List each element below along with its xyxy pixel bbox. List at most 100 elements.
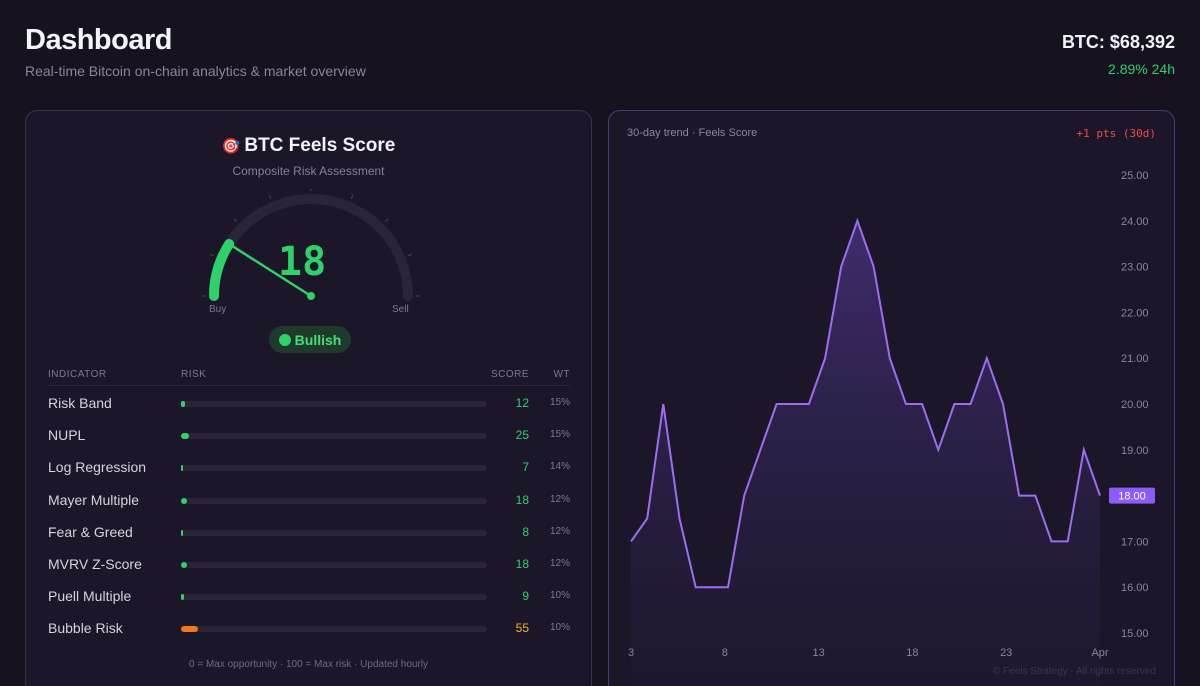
indicator-score: 8 <box>522 524 529 539</box>
target-icon: 🎯 <box>221 138 241 155</box>
risk-bar-fill <box>181 497 187 504</box>
btc-price-box: BTC: $68,392 2.89% 24h <box>1062 32 1175 77</box>
gauge-tick <box>268 195 272 200</box>
indicator-weight: 15% <box>549 397 570 408</box>
indicator-weight: 12% <box>549 493 570 505</box>
y-tick-label: 20.00 <box>1121 399 1149 411</box>
indicator-score: 7 <box>522 460 529 475</box>
feels-score-subtitle: Composite Risk Assessment <box>232 164 385 178</box>
gauge-needle <box>230 244 312 298</box>
indicator-name: MVRV Z-Score <box>48 555 142 572</box>
x-tick-label: 13 <box>812 647 824 659</box>
indicator-weight: 12% <box>549 525 570 537</box>
risk-bar-track <box>181 594 487 601</box>
y-tick-label: 24.00 <box>1121 216 1149 228</box>
y-tick-label: 15.00 <box>1121 628 1149 640</box>
page-subtitle: Real-time Bitcoin on-chain analytics & m… <box>25 63 366 79</box>
indicator-weight: 14% <box>549 461 570 473</box>
gauge-tick <box>384 218 389 223</box>
indicator-name: Risk Band <box>48 395 112 411</box>
indicator-name: Puell Multiple <box>48 588 132 605</box>
y-tick-label: 22.00 <box>1121 307 1149 319</box>
indicator-row: Log Regression 7 14% <box>48 450 570 482</box>
gauge-ticks <box>202 189 420 297</box>
indicator-row: Bubble Risk 55 10% <box>48 611 570 643</box>
gauge-buy-label: Buy <box>209 304 227 315</box>
indicator-score: 18 <box>515 556 529 571</box>
trend-line <box>630 217 1101 589</box>
current-value-badge <box>1109 487 1155 504</box>
feels-score-title-text: BTC Feels Score <box>244 135 396 156</box>
x-tick-label: 23 <box>1000 647 1012 659</box>
y-tick-label: 25.00 <box>1121 170 1149 182</box>
indicator-name: NUPL <box>48 427 86 444</box>
indicator-table-header: INDICATOR RISK SCORE WT <box>48 369 570 386</box>
feels-score-value: 18 <box>278 239 327 285</box>
trend-area <box>631 220 1100 686</box>
gauge-fill <box>209 239 235 301</box>
risk-bar-track <box>181 497 487 504</box>
risk-bar-track <box>181 401 487 407</box>
trend-chart: 25.00 24.00 23.00 22.00 21.00 20.00 19.00 18.00… <box>628 170 1155 686</box>
btc-price: BTC: $68,392 <box>1061 32 1175 52</box>
column-score: SCORE <box>490 369 529 380</box>
indicator-row: MVRV Z-Score 18 12% <box>48 547 570 579</box>
risk-bar-track <box>181 561 487 568</box>
risk-bar-fill <box>181 561 187 568</box>
indicator-score: 25 <box>515 428 529 443</box>
column-risk: RISK <box>181 369 207 380</box>
feels-score-title: 🎯 BTC Feels Score <box>26 135 591 157</box>
risk-bar-fill <box>181 433 189 440</box>
risk-bar-fill <box>181 465 184 472</box>
risk-bar-track <box>181 626 487 633</box>
indicator-table: INDICATOR RISK SCORE WT Risk Band 12 15% NU… <box>48 369 570 644</box>
gauge-tick <box>350 195 354 200</box>
x-tick-label: 3 <box>628 647 634 659</box>
indicator-weight: 10% <box>549 622 570 634</box>
y-tick-label: 16.00 <box>1121 582 1149 594</box>
indicator-weight: 12% <box>549 557 570 569</box>
indicator-row: Puell Multiple 9 10% <box>48 579 570 611</box>
page-header: Dashboard Real-time Bitcoin on-chain ana… <box>25 24 1175 84</box>
column-weight: WT <box>553 369 570 380</box>
gauge-sell-label: Sell <box>392 304 409 315</box>
feels-score-panel: 🎯 BTC Feels Score Composite Risk Assessme… <box>25 110 592 686</box>
y-tick-label: 23.00 <box>1121 262 1149 274</box>
indicator-name: Bubble Risk <box>48 620 123 637</box>
chart-change-badge: +1 pts (30d) <box>1076 127 1156 140</box>
status-badge-label: Bullish <box>294 331 342 348</box>
risk-bar-fill <box>181 594 184 601</box>
indicator-score: 12 <box>515 396 529 410</box>
copyright-watermark: © Feels Strategy · All rights reserved <box>993 666 1156 677</box>
status-dot-icon <box>278 333 291 346</box>
indicator-weight: 10% <box>549 590 570 602</box>
indicator-score: 55 <box>515 621 529 636</box>
x-tick-label: 18 <box>906 647 918 659</box>
risk-bar-track <box>181 465 487 472</box>
risk-bar-fill <box>181 529 184 536</box>
btc-price-change: 2.89% 24h <box>1108 61 1175 77</box>
status-badge: Bullish <box>269 326 351 353</box>
x-tick-label: 8 <box>722 647 728 659</box>
chart-title: 30-day trend · Feels Score <box>627 127 758 139</box>
x-tick-label: Apr <box>1091 647 1108 659</box>
indicator-name: Mayer Multiple <box>48 491 140 508</box>
indicator-score: 18 <box>515 492 529 507</box>
risk-gauge <box>202 189 420 301</box>
indicator-rows: Risk Band 12 15% NUPL 25 15% Log Regression 7 14… <box>48 386 570 644</box>
trend-chart-panel: 25.00 24.00 23.00 22.00 21.00 20.00 19.00 18.00… <box>608 110 1175 686</box>
indicator-row: Fear & Greed 8 12% <box>48 515 570 547</box>
risk-bar-fill <box>181 401 185 407</box>
gauge-tick <box>210 253 215 257</box>
indicator-weight: 15% <box>549 429 570 441</box>
indicator-row: NUPL 25 15% <box>48 418 570 450</box>
y-tick-label: 21.00 <box>1121 353 1149 365</box>
indicator-row: Risk Band 12 15% <box>48 386 570 418</box>
risk-bar-fill <box>181 626 198 633</box>
current-value-label: 18.00 <box>1118 491 1146 503</box>
page-title: Dashboard <box>25 24 172 56</box>
risk-bar-track <box>181 433 487 440</box>
score-footnote: 0 = Max opportunity · 100 = Max risk · U… <box>188 659 428 670</box>
indicator-score: 9 <box>522 589 529 604</box>
risk-bar-track <box>181 529 487 536</box>
